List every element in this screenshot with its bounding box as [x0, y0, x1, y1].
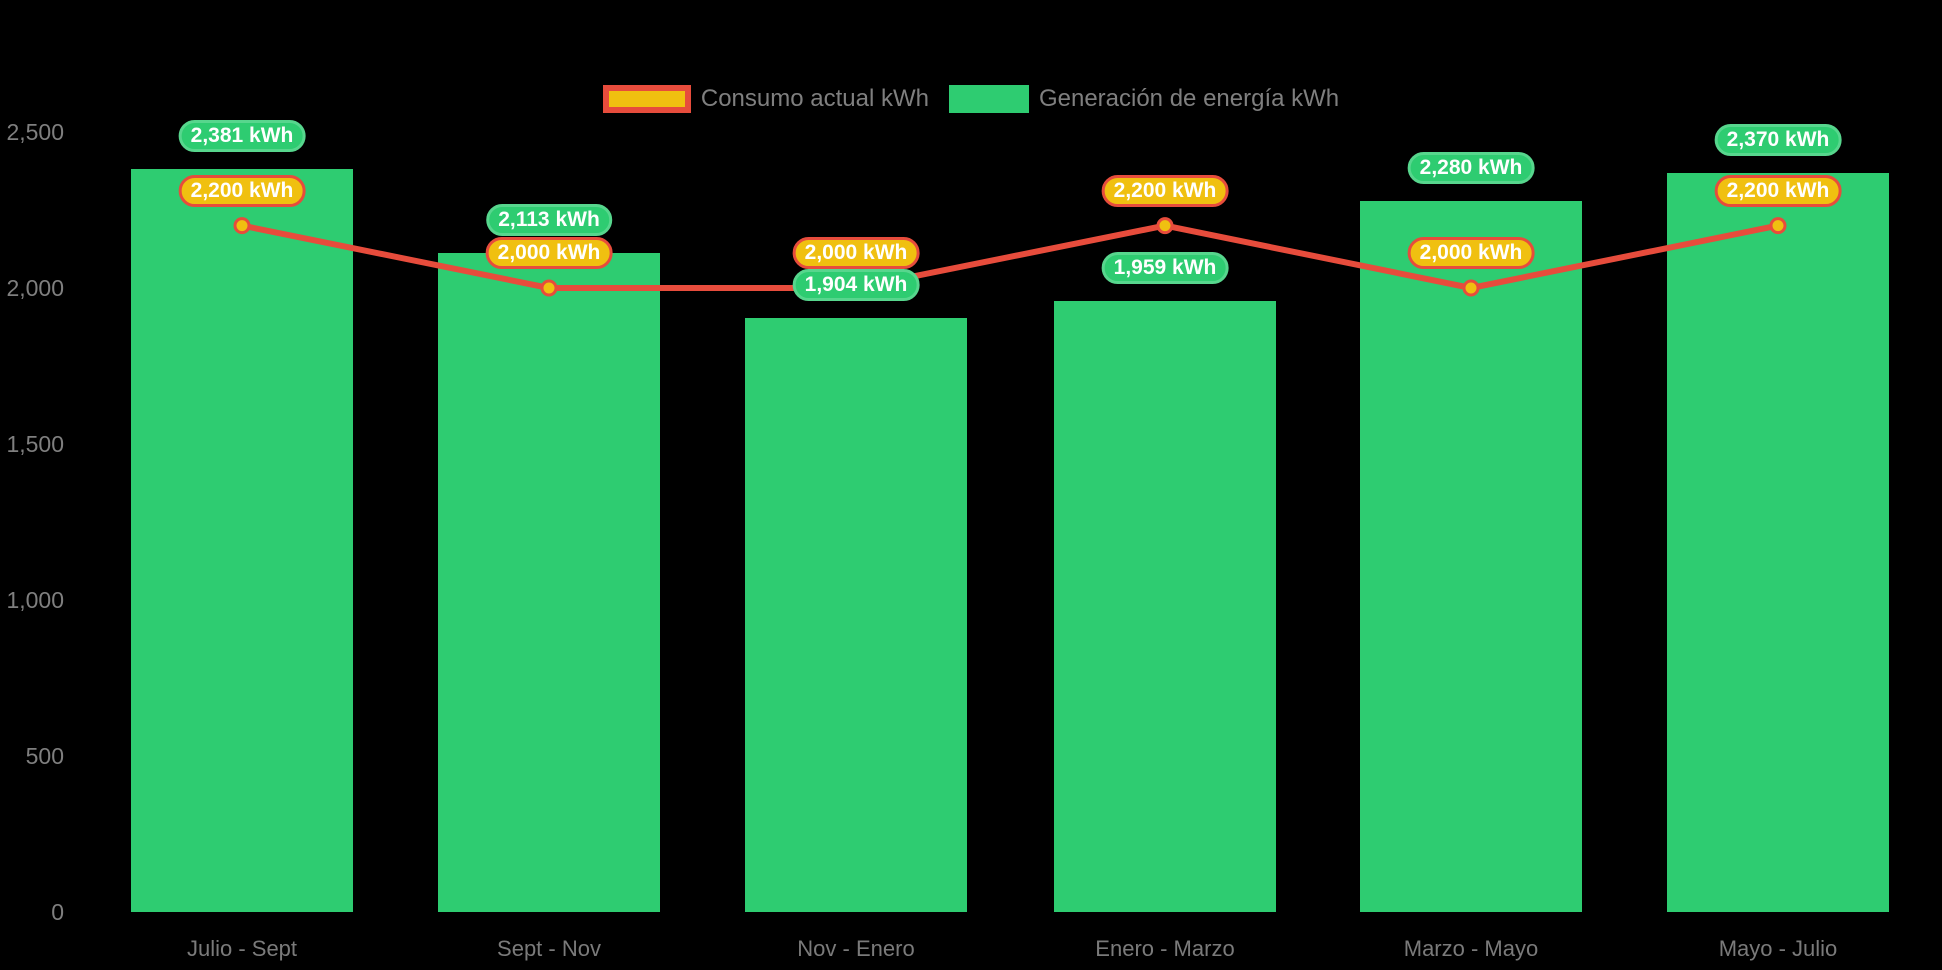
consumo-value-label: 2,200 kWh: [1101, 174, 1229, 207]
y-axis-tick-label: 500: [25, 743, 64, 769]
x-axis-category-label: Mayo - Julio: [1718, 936, 1838, 961]
consumo-actual-line-marker[interactable]: [540, 279, 558, 297]
consumo-value-label: 2,200 kWh: [1714, 174, 1842, 207]
y-axis-tick-label: 2,500: [6, 119, 64, 145]
generacion-value-label: 2,381 kWh: [178, 120, 306, 153]
consumo-actual-swatch-icon: [602, 85, 691, 113]
y-axis-tick-label: 1,500: [6, 431, 64, 457]
consumo-actual-line-marker[interactable]: [233, 217, 251, 235]
consumo-value-label: 2,200 kWh: [178, 174, 306, 207]
bar-generacion-energia[interactable]: [1667, 172, 1889, 912]
generacion-energia-swatch-icon: [948, 85, 1029, 113]
bar-generacion-energia[interactable]: [131, 169, 353, 912]
consumo-value-label: 2,000 kWh: [485, 237, 613, 269]
bar-generacion-energia[interactable]: [1054, 300, 1276, 912]
generacion-value-label: 2,370 kWh: [1714, 123, 1842, 156]
consumo-value-label: 2,000 kWh: [1407, 237, 1535, 269]
y-axis-tick-label: 0: [51, 899, 64, 925]
consumo-actual-line-marker[interactable]: [1769, 217, 1787, 235]
x-axis-category-label: Nov - Enero: [797, 936, 915, 961]
chart-legend: Consumo actual kWh Generación de energía…: [0, 85, 1942, 113]
generacion-value-label: 2,280 kWh: [1407, 151, 1535, 184]
x-axis-category-label: Sept - Nov: [497, 936, 601, 961]
generacion-value-label: 1,904 kWh: [792, 268, 920, 301]
consumo-actual-line-marker[interactable]: [1156, 217, 1174, 235]
bar-generacion-energia[interactable]: [745, 317, 967, 912]
legend-item-consumo-actual[interactable]: Consumo actual kWh: [602, 85, 929, 113]
x-axis-category-label: Enero - Marzo: [1095, 936, 1235, 961]
generacion-value-label: 1,959 kWh: [1101, 251, 1229, 284]
generacion-value-label: 2,113 kWh: [486, 203, 612, 236]
y-axis-tick-label: 2,000: [6, 275, 64, 301]
legend-label-generacion-energia: Generación de energía kWh: [1038, 85, 1340, 112]
x-axis-category-label: Julio - Sept: [186, 936, 298, 961]
bar-generacion-energia[interactable]: [1360, 200, 1582, 912]
y-axis-tick-label: 1,000: [6, 587, 64, 613]
bar-generacion-energia[interactable]: [438, 252, 660, 912]
legend-label-consumo-actual: Consumo actual kWh: [700, 85, 929, 112]
consumo-value-label: 2,000 kWh: [792, 237, 920, 269]
legend-item-generacion-energia[interactable]: Generación de energía kWh: [948, 85, 1340, 113]
x-axis-category-label: Marzo - Mayo: [1403, 936, 1539, 961]
consumo-actual-line-marker[interactable]: [1462, 279, 1480, 297]
